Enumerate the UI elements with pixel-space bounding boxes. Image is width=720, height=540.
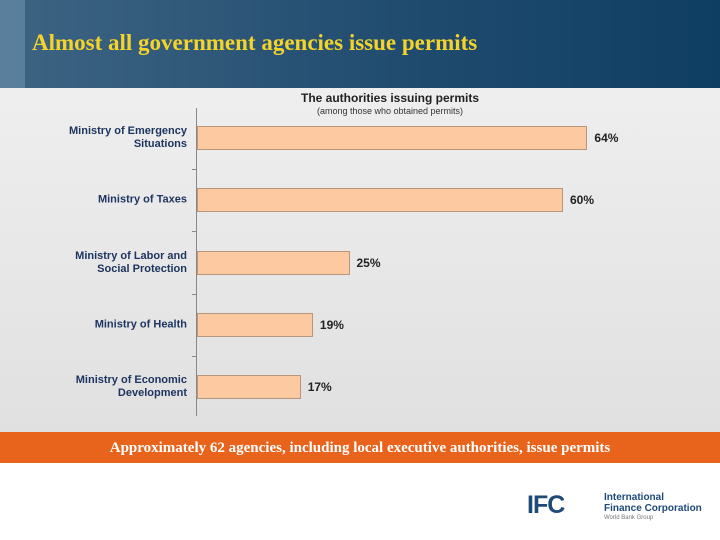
- tick-mark: [192, 231, 197, 233]
- banner: [0, 432, 720, 463]
- logo-text: Finance Corporation: [604, 503, 702, 514]
- bar: [197, 312, 313, 337]
- bar: [197, 250, 350, 275]
- banner-text: Approximately 62 agencies, including loc…: [109, 440, 611, 456]
- bar: [197, 375, 301, 400]
- category-label: Ministry of Emergency Situations: [69, 125, 187, 150]
- bar: [197, 188, 563, 213]
- category-label: Ministry of Economic Development: [75, 374, 187, 400]
- category-label: Ministry of Taxes: [97, 193, 187, 206]
- logo-group: World Bank Group: [604, 515, 654, 521]
- value-label: 60%: [570, 193, 595, 208]
- tick-mark: [192, 169, 197, 171]
- category-label: Ministry of Labor and Social Protection: [75, 249, 187, 275]
- value-label: 64%: [594, 131, 619, 145]
- axis-line: [196, 108, 197, 416]
- value-label: 25%: [356, 255, 381, 270]
- category-label: Ministry of Health: [94, 318, 187, 331]
- tick-mark: [192, 293, 197, 295]
- slide-title: Almost all government agencies issue per…: [32, 30, 478, 55]
- logo-text: International: [604, 492, 665, 503]
- value-label: 17%: [307, 380, 332, 395]
- logo-mark: IFC: [527, 491, 565, 519]
- header-band: [0, 0, 720, 88]
- chart-subtitle: (among those who obtained permits): [316, 106, 464, 116]
- chart-title: The authorities issuing permits: [300, 91, 480, 105]
- header-strip: [0, 0, 25, 88]
- bar: [197, 126, 588, 150]
- footer: [0, 463, 720, 540]
- value-label: 19%: [319, 317, 344, 332]
- tick-mark: [192, 356, 197, 358]
